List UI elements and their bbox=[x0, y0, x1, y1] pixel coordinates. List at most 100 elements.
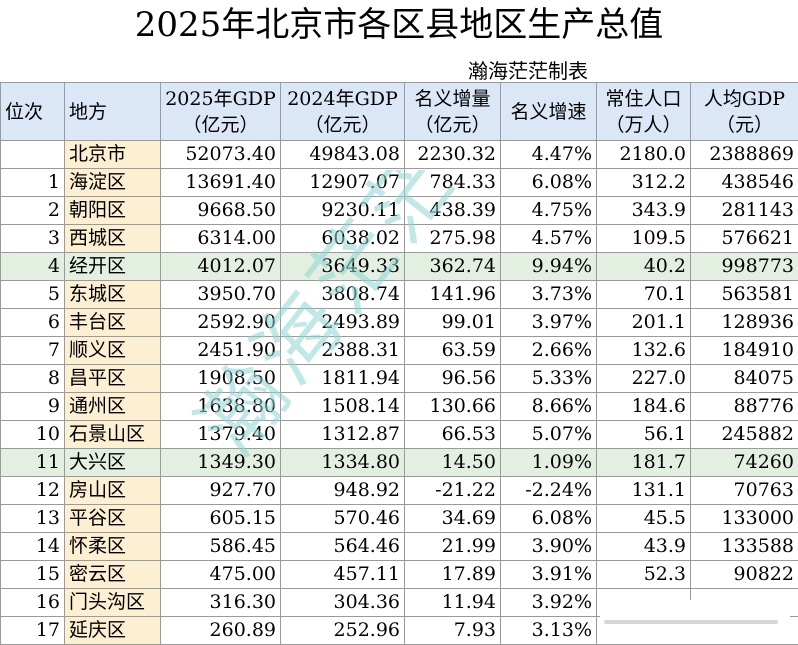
cell-gdp2025: 1379.40 bbox=[161, 421, 281, 449]
cell-growth: 6.08% bbox=[501, 169, 597, 197]
cell-name: 大兴区 bbox=[65, 449, 161, 477]
cell-gdp2024: 1508.14 bbox=[281, 393, 405, 421]
cell-increase: 17.89 bbox=[405, 561, 501, 589]
cell-increase: 7.93 bbox=[405, 617, 501, 645]
cell-per-capita: 133000 bbox=[691, 505, 798, 533]
cell-gdp2024: 1334.80 bbox=[281, 449, 405, 477]
cell-growth: 9.94% bbox=[501, 253, 597, 281]
cell-increase: 11.94 bbox=[405, 589, 501, 617]
cell-population: 45.5 bbox=[597, 505, 691, 533]
scrollbar-thumb[interactable] bbox=[604, 620, 778, 624]
cell-per-capita: 88776 bbox=[691, 393, 798, 421]
cell-rank: 2 bbox=[1, 197, 65, 225]
cell-per-capita: 281143 bbox=[691, 197, 798, 225]
cell-growth: 3.90% bbox=[501, 533, 597, 561]
cell-rank: 8 bbox=[1, 365, 65, 393]
cell-rank: 12 bbox=[1, 477, 65, 505]
cell-per-capita: 84075 bbox=[691, 365, 798, 393]
cell-increase: 21.99 bbox=[405, 533, 501, 561]
cell-population: 131.1 bbox=[597, 477, 691, 505]
cell-gdp2024: 1312.87 bbox=[281, 421, 405, 449]
cell-rank: 10 bbox=[1, 421, 65, 449]
cell-name: 朝阳区 bbox=[65, 197, 161, 225]
cell-name: 丰台区 bbox=[65, 309, 161, 337]
cell-gdp2024: 3649.33 bbox=[281, 253, 405, 281]
cell-population: 109.5 bbox=[597, 225, 691, 253]
cell-gdp2025: 1908.50 bbox=[161, 365, 281, 393]
cell-rank: 3 bbox=[1, 225, 65, 253]
header-population: 常住人口（万人） bbox=[597, 83, 691, 141]
cell-increase: 34.69 bbox=[405, 505, 501, 533]
cell-population: 343.9 bbox=[597, 197, 691, 225]
cell-gdp2024: 304.36 bbox=[281, 589, 405, 617]
cell-name: 西城区 bbox=[65, 225, 161, 253]
cell-gdp2025: 13691.40 bbox=[161, 169, 281, 197]
cell-growth: 3.13% bbox=[501, 617, 597, 645]
cell-name: 门头沟区 bbox=[65, 589, 161, 617]
header-per-capita: 人均GDP（元） bbox=[691, 83, 798, 141]
cell-name: 通州区 bbox=[65, 393, 161, 421]
cell-population: 132.6 bbox=[597, 337, 691, 365]
cell-name: 怀柔区 bbox=[65, 533, 161, 561]
cell-growth: 4.75% bbox=[501, 197, 597, 225]
cell-name: 昌平区 bbox=[65, 365, 161, 393]
cell-growth: 3.73% bbox=[501, 281, 597, 309]
cell-population: 52.3 bbox=[597, 561, 691, 589]
cell-name: 密云区 bbox=[65, 561, 161, 589]
cell-per-capita: 563581 bbox=[691, 281, 798, 309]
cell-per-capita: 70763 bbox=[691, 477, 798, 505]
cell-gdp2024: 2388.31 bbox=[281, 337, 405, 365]
header-gdp-2024: 2024年GDP（亿元） bbox=[281, 83, 405, 141]
cell-growth: 3.91% bbox=[501, 561, 597, 589]
cell-gdp2024: 457.11 bbox=[281, 561, 405, 589]
cell-growth: 1.09% bbox=[501, 449, 597, 477]
cell-per-capita: 74260 bbox=[691, 449, 798, 477]
cell-increase: -21.22 bbox=[405, 477, 501, 505]
cell-gdp2025: 3950.70 bbox=[161, 281, 281, 309]
cell-population: 227.0 bbox=[597, 365, 691, 393]
cell-population: 181.7 bbox=[597, 449, 691, 477]
cell-rank: 14 bbox=[1, 533, 65, 561]
cell-population: 201.1 bbox=[597, 309, 691, 337]
gdp-table: 位次 地方 2025年GDP（亿元） 2024年GDP（亿元） 名义增量（亿元）… bbox=[0, 82, 798, 645]
cell-increase: 66.53 bbox=[405, 421, 501, 449]
cell-increase: 362.74 bbox=[405, 253, 501, 281]
author-credit: 瀚海茫茫制表 bbox=[468, 55, 588, 84]
cell-growth: 2.66% bbox=[501, 337, 597, 365]
cell-population: 70.1 bbox=[597, 281, 691, 309]
page-title: 2025年北京市各区县地区生产总值 bbox=[0, 0, 798, 51]
cell-per-capita: 576621 bbox=[691, 225, 798, 253]
cell-growth: 3.92% bbox=[501, 589, 597, 617]
cell-name: 北京市 bbox=[65, 141, 161, 169]
cell-name: 延庆区 bbox=[65, 617, 161, 645]
scrollbar[interactable] bbox=[600, 600, 790, 644]
cell-gdp2024: 49843.08 bbox=[281, 141, 405, 169]
cell-population: 56.1 bbox=[597, 421, 691, 449]
cell-increase: 14.50 bbox=[405, 449, 501, 477]
cell-per-capita: 998773 bbox=[691, 253, 798, 281]
cell-rank: 5 bbox=[1, 281, 65, 309]
cell-gdp2024: 3808.74 bbox=[281, 281, 405, 309]
cell-rank: 9 bbox=[1, 393, 65, 421]
cell-growth: 5.07% bbox=[501, 421, 597, 449]
cell-rank: 6 bbox=[1, 309, 65, 337]
cell-gdp2024: 948.92 bbox=[281, 477, 405, 505]
cell-name: 海淀区 bbox=[65, 169, 161, 197]
header-growth: 名义增速 bbox=[501, 83, 597, 141]
cell-increase: 130.66 bbox=[405, 393, 501, 421]
cell-rank: 13 bbox=[1, 505, 65, 533]
cell-gdp2025: 586.45 bbox=[161, 533, 281, 561]
cell-per-capita: 133588 bbox=[691, 533, 798, 561]
